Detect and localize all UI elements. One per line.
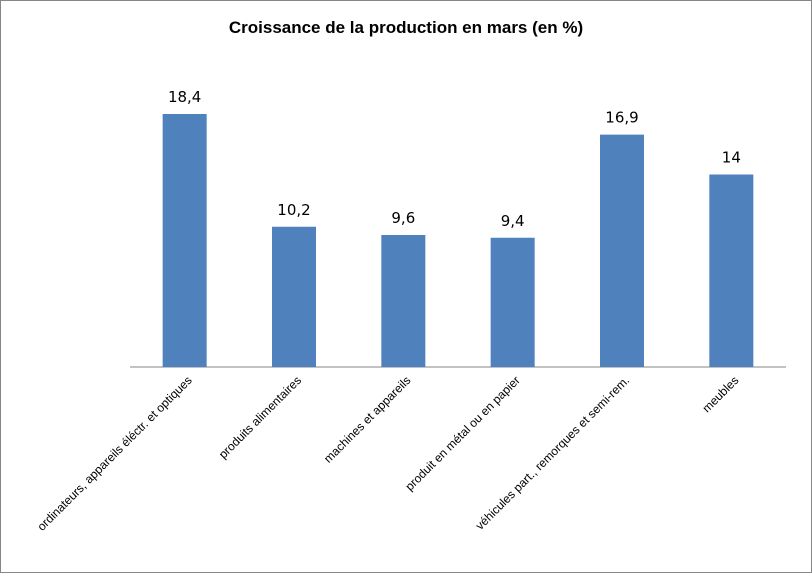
bar-4	[600, 134, 644, 367]
bar-5	[709, 174, 754, 367]
data-label-2: 9,6	[391, 209, 415, 227]
bar-3	[490, 237, 535, 367]
data-label-1: 10,2	[277, 201, 310, 219]
category-label-5: meubles	[699, 373, 741, 415]
bar-1	[272, 226, 316, 367]
data-label-0: 18,4	[168, 88, 201, 106]
chart-title: Croissance de la production en mars (en …	[228, 18, 584, 37]
category-label-2: machines et appareils	[321, 373, 413, 465]
category-label-3: produit en métal ou en papier	[403, 373, 523, 493]
category-label-1: produits alimentaires	[216, 373, 304, 461]
data-label-5: 14	[722, 149, 741, 167]
category-label-0: ordinateurs, appareils éléctr. et optiqu…	[34, 373, 194, 533]
data-label-4: 16,9	[605, 109, 638, 127]
bar-2	[381, 235, 426, 367]
bar-0	[162, 114, 207, 367]
data-label-3: 9,4	[501, 212, 525, 230]
